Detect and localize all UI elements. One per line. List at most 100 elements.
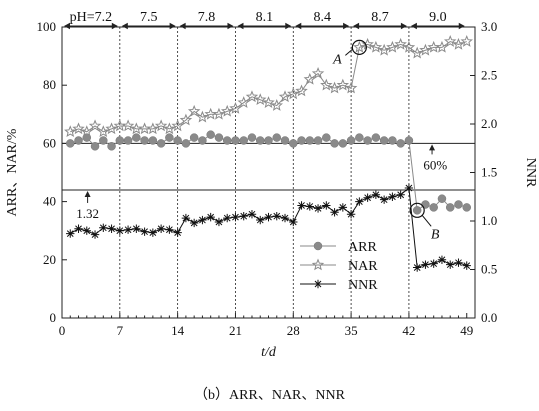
data-point-arr <box>346 136 356 145</box>
data-point-arr <box>140 136 149 145</box>
legend-marker-arr <box>313 241 323 251</box>
x-tick-label: 0 <box>59 323 66 338</box>
x-axis-title: t/d <box>261 345 277 360</box>
data-point-nar <box>229 101 242 114</box>
legend-label-nnr: NNR <box>348 278 378 293</box>
data-point-nar <box>394 37 407 50</box>
ph-arrow-left-head <box>179 22 186 30</box>
data-point-nnr <box>214 217 224 227</box>
data-point-nnr <box>363 193 372 202</box>
data-point-nnr <box>280 213 290 223</box>
data-point-nnr <box>82 226 91 235</box>
ph-arrow-right-head <box>227 22 234 30</box>
data-point-nnr <box>437 255 447 264</box>
data-point-nnr <box>189 218 199 228</box>
y-left-tick-label: 100 <box>37 19 57 34</box>
data-point-arr <box>289 139 298 148</box>
data-point-arr <box>437 194 447 203</box>
legend-marker-nnr <box>313 279 323 289</box>
data-point-nar <box>444 35 457 47</box>
data-point-nar <box>320 78 333 91</box>
data-point-nar <box>278 90 292 103</box>
ph-arrow-right-head <box>285 22 292 30</box>
data-point-nar <box>179 113 193 126</box>
data-point-arr <box>396 139 405 148</box>
data-point-arr <box>156 139 166 148</box>
data-point-nar <box>402 40 416 53</box>
data-point-nar <box>171 119 184 132</box>
x-tick-label: 49 <box>460 323 473 338</box>
data-point-nnr <box>123 225 133 234</box>
y-left-tick-label: 20 <box>43 252 56 267</box>
data-point-arr <box>355 133 364 142</box>
data-point-nnr <box>247 210 257 219</box>
data-point-nnr <box>256 215 265 225</box>
data-point-arr <box>189 133 199 142</box>
data-point-arr <box>99 136 108 145</box>
annotation-circle <box>409 202 425 218</box>
ph-label: 8.7 <box>371 10 389 25</box>
data-point-nnr <box>454 258 463 267</box>
data-point-arr <box>181 139 191 148</box>
data-point-arr <box>90 142 100 151</box>
y-right-tick-label: 2.5 <box>481 68 497 83</box>
data-point-nar <box>72 122 85 135</box>
data-point-nnr <box>115 226 125 235</box>
data-point-nnr <box>206 212 215 222</box>
ph-arrow-left-head <box>410 22 417 30</box>
data-point-arr <box>66 139 75 148</box>
data-point-nnr <box>396 190 405 200</box>
data-point-arr <box>214 133 224 142</box>
data-point-nar <box>163 122 176 135</box>
data-point-arr <box>454 200 463 209</box>
data-point-arr <box>330 139 339 148</box>
data-point-arr <box>198 136 207 145</box>
data-point-arr <box>74 136 83 145</box>
ph-label: 8.1 <box>256 10 274 25</box>
data-point-nnr <box>388 192 397 201</box>
data-point-arr <box>231 136 240 145</box>
data-point-arr <box>239 136 248 145</box>
data-point-arr <box>280 136 290 145</box>
data-point-nnr <box>264 212 273 222</box>
data-point-nnr <box>371 190 381 200</box>
data-point-nar <box>97 125 110 138</box>
data-point-nar <box>262 96 275 108</box>
data-point-nnr <box>156 224 166 233</box>
data-point-nnr <box>132 224 141 233</box>
data-point-arr <box>255 136 265 145</box>
legend-marker-nar <box>311 258 325 271</box>
data-point-nnr <box>297 201 306 210</box>
data-point-nar <box>196 110 209 123</box>
legend-label-nar: NAR <box>348 259 378 274</box>
data-point-nnr <box>305 202 314 211</box>
data-point-nnr <box>338 203 348 212</box>
data-point-arr <box>107 142 116 151</box>
data-point-nnr <box>462 261 471 270</box>
data-point-arr <box>305 136 315 145</box>
annotation-pointer <box>345 48 353 56</box>
data-point-nnr <box>429 259 438 268</box>
data-point-nnr <box>289 217 298 227</box>
data-point-arr <box>222 136 232 145</box>
data-point-arr <box>445 203 455 212</box>
ph-arrow-left-head <box>64 22 70 30</box>
y-right-tick-label: 2.0 <box>481 116 497 131</box>
x-tick-label: 14 <box>171 323 185 338</box>
y-right-tick-label: 0.5 <box>481 262 497 277</box>
data-point-nar <box>336 78 350 91</box>
chart-svg: pH=7.2 7.5 7.8 8.1 8.4 8.7 9.0 0 7 14 21 28 35 42 49 0 2… <box>5 10 538 360</box>
data-point-arr <box>412 206 422 215</box>
data-point-nar <box>64 125 77 138</box>
x-tick-label: 42 <box>402 323 415 338</box>
data-point-arr <box>429 203 438 212</box>
ph-arrow-left-head <box>121 22 128 30</box>
data-point-nar <box>419 43 432 56</box>
data-point-nar <box>344 81 358 94</box>
data-point-nar <box>187 104 201 117</box>
data-point-nnr <box>421 260 430 269</box>
data-point-nar <box>295 84 308 97</box>
reference-arrow-head <box>84 190 91 197</box>
data-point-nar <box>287 87 300 100</box>
data-point-nar <box>410 46 424 59</box>
